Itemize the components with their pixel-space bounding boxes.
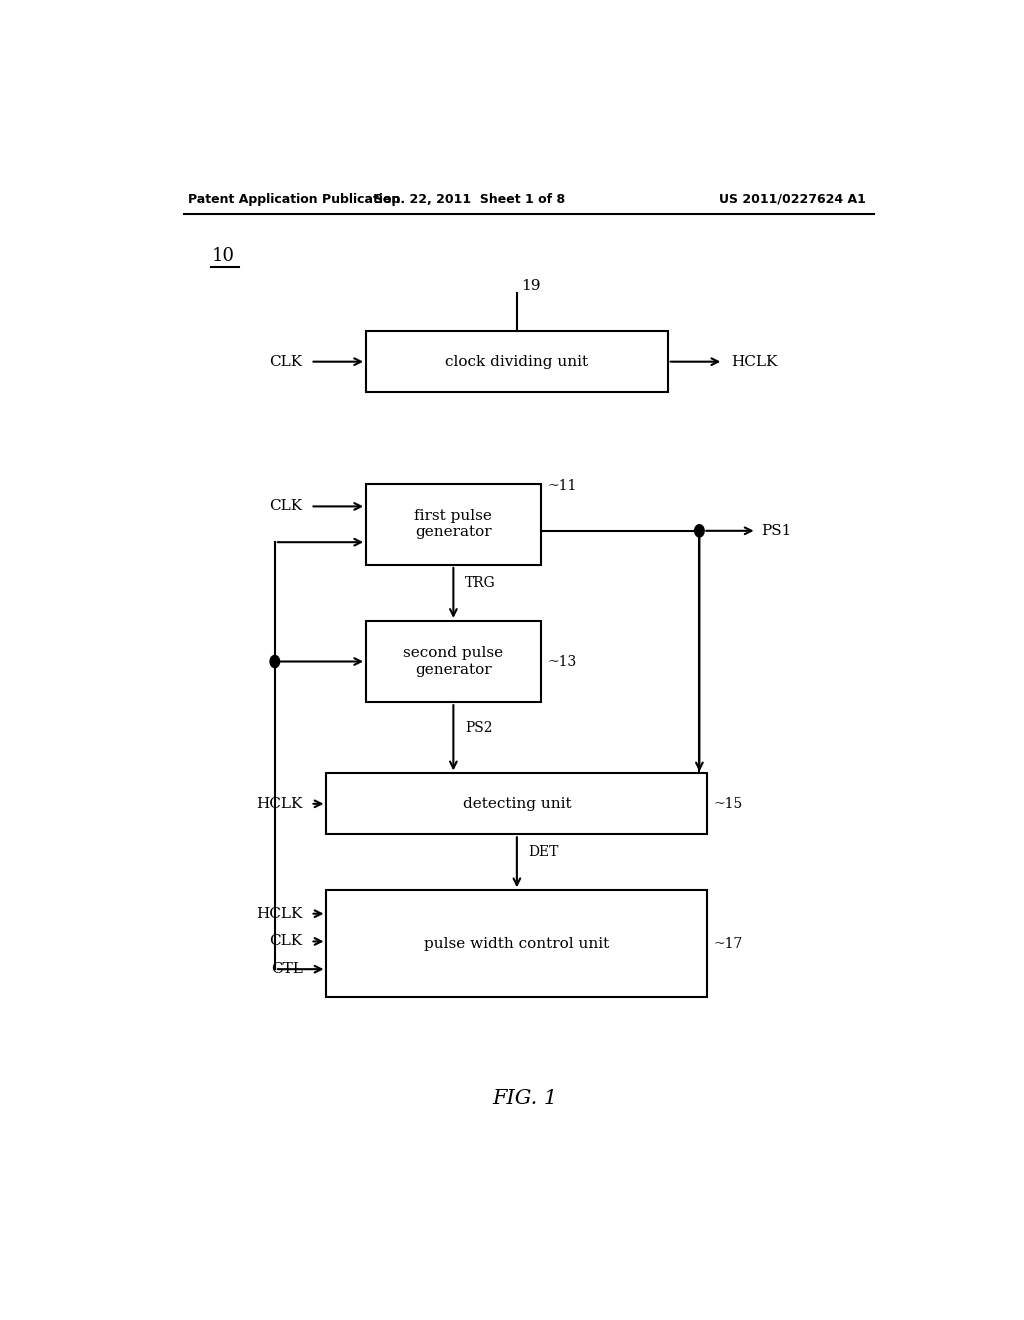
Text: first pulse
generator: first pulse generator xyxy=(415,510,493,540)
Text: PS2: PS2 xyxy=(465,721,493,735)
Text: CLK: CLK xyxy=(269,355,303,368)
Bar xyxy=(327,890,708,997)
Text: PS1: PS1 xyxy=(761,524,792,537)
Bar xyxy=(367,483,541,565)
Text: ~17: ~17 xyxy=(714,937,743,950)
Text: CLK: CLK xyxy=(269,499,303,513)
Text: ~15: ~15 xyxy=(714,797,743,810)
Bar xyxy=(367,331,668,392)
Text: CLK: CLK xyxy=(269,935,303,949)
Text: ~13: ~13 xyxy=(547,655,577,668)
Text: detecting unit: detecting unit xyxy=(463,797,571,810)
Text: HCLK: HCLK xyxy=(256,797,303,810)
Text: FIG. 1: FIG. 1 xyxy=(493,1089,557,1107)
Text: Patent Application Publication: Patent Application Publication xyxy=(187,193,400,206)
Text: 10: 10 xyxy=(211,247,234,265)
Text: clock dividing unit: clock dividing unit xyxy=(445,355,589,368)
Text: HCLK: HCLK xyxy=(256,907,303,920)
Text: ~11: ~11 xyxy=(547,479,577,492)
Text: US 2011/0227624 A1: US 2011/0227624 A1 xyxy=(719,193,866,206)
Text: CTL: CTL xyxy=(270,962,303,977)
Text: pulse width control unit: pulse width control unit xyxy=(424,937,609,950)
Circle shape xyxy=(694,525,705,537)
Bar xyxy=(327,774,708,834)
Text: 19: 19 xyxy=(521,279,541,293)
Text: TRG: TRG xyxy=(465,576,496,590)
Text: HCLK: HCLK xyxy=(731,355,777,368)
Bar xyxy=(367,620,541,702)
Text: Sep. 22, 2011  Sheet 1 of 8: Sep. 22, 2011 Sheet 1 of 8 xyxy=(374,193,565,206)
Circle shape xyxy=(270,656,280,668)
Text: second pulse
generator: second pulse generator xyxy=(403,647,504,677)
Text: DET: DET xyxy=(528,845,559,859)
